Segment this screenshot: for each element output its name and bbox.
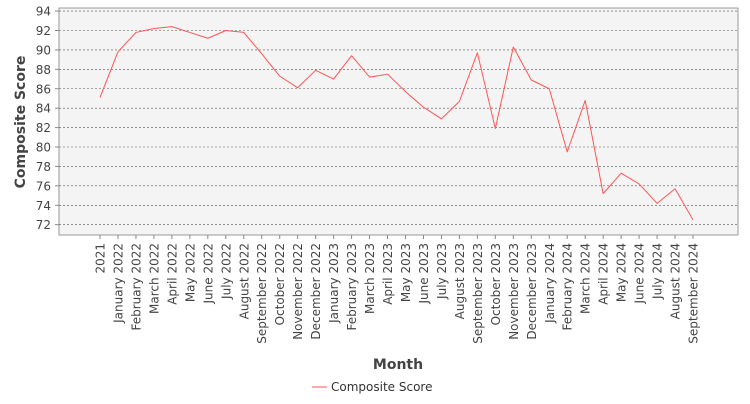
x-tick-label: December 2023 xyxy=(525,243,539,340)
x-tick-label: May 2022 xyxy=(183,243,197,302)
y-tick-label: 90 xyxy=(36,43,51,57)
x-tick-label: April 2022 xyxy=(165,243,179,305)
y-tick-label: 82 xyxy=(36,121,51,135)
x-tick-label: May 2024 xyxy=(615,243,629,302)
x-tick-label: November 2022 xyxy=(291,243,305,340)
x-tick-label: March 2023 xyxy=(363,243,377,314)
x-tick-label: January 2023 xyxy=(327,243,341,324)
x-tick-label: September 2023 xyxy=(471,243,485,344)
y-tick-label: 92 xyxy=(36,24,51,38)
y-tick-label: 74 xyxy=(36,199,51,213)
plot-area xyxy=(58,7,739,236)
x-tick-label: January 2024 xyxy=(543,243,557,324)
x-tick-label: June 2022 xyxy=(201,243,215,305)
x-tick-label: October 2022 xyxy=(273,243,287,325)
legend: Composite Score xyxy=(312,380,432,394)
legend-label: Composite Score xyxy=(331,380,432,394)
x-tick-label: January 2022 xyxy=(111,243,125,324)
x-tick-label: April 2024 xyxy=(597,243,611,305)
x-tick-label: July 2024 xyxy=(651,243,665,300)
x-tick-label: February 2023 xyxy=(345,243,359,331)
x-tick-label: 2021 xyxy=(94,243,108,274)
y-tick-label: 78 xyxy=(36,160,51,174)
x-tick-label: August 2023 xyxy=(453,243,467,319)
x-tick-label: March 2024 xyxy=(579,243,593,314)
grid xyxy=(59,10,738,225)
x-tick-label: June 2023 xyxy=(417,243,431,305)
x-tick-label: July 2022 xyxy=(219,243,233,300)
x-tick-label: September 2024 xyxy=(687,243,701,344)
y-axis-label: Composite Score xyxy=(13,56,29,189)
x-tick-label: March 2022 xyxy=(147,243,161,314)
y-tick-label: 80 xyxy=(36,141,51,155)
y-ticks: 72 74 76 78 80 82 84 86 88 90 92 94 xyxy=(36,5,59,232)
x-tick-label: September 2022 xyxy=(255,243,269,344)
y-tick-label: 88 xyxy=(36,63,51,77)
x-tick-label: June 2024 xyxy=(633,243,647,305)
x-axis-label: Month xyxy=(373,357,423,373)
y-tick-label: 84 xyxy=(36,102,51,116)
x-tick-label: February 2022 xyxy=(129,243,143,331)
x-tick-label: October 2023 xyxy=(489,243,503,325)
y-tick-label: 86 xyxy=(36,82,51,96)
x-tick-label: May 2023 xyxy=(399,243,413,302)
x-tick-label: December 2022 xyxy=(309,243,323,340)
x-tick-label: November 2023 xyxy=(507,243,521,340)
y-tick-label: 94 xyxy=(36,5,51,19)
series xyxy=(99,26,694,221)
x-ticks: 2021 January 2022 February 2022 March 2022 A… xyxy=(94,235,701,344)
x-tick-label: August 2022 xyxy=(237,243,251,319)
x-tick-label: July 2023 xyxy=(435,243,449,300)
y-tick-label: 72 xyxy=(36,218,51,232)
x-tick-label: August 2024 xyxy=(669,243,683,319)
x-tick-label: February 2024 xyxy=(561,243,575,331)
y-tick-label: 76 xyxy=(36,179,51,193)
series-line xyxy=(99,26,694,221)
x-tick-label: April 2023 xyxy=(381,243,395,305)
